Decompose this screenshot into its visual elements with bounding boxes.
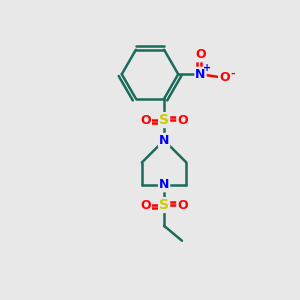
Text: N: N: [159, 178, 169, 191]
Text: +: +: [203, 63, 211, 73]
Text: N: N: [159, 134, 169, 147]
Text: O: O: [140, 199, 151, 212]
Text: O: O: [195, 48, 206, 62]
Text: O: O: [219, 71, 230, 84]
Text: O: O: [177, 114, 188, 127]
Text: S: S: [159, 113, 169, 127]
Text: -: -: [230, 69, 235, 79]
Text: O: O: [177, 199, 188, 212]
Text: S: S: [159, 198, 169, 212]
Text: O: O: [140, 114, 151, 127]
Text: N: N: [195, 68, 206, 81]
